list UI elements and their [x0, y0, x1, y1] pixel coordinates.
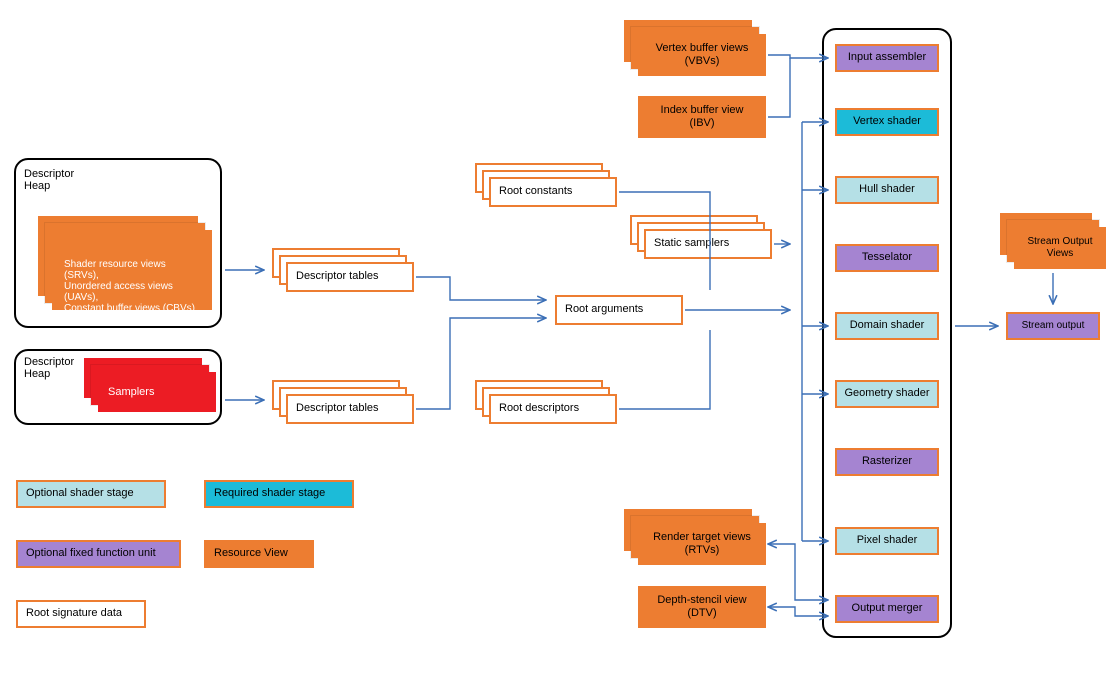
descriptor-heap-2-title: Descriptor Heap [24, 356, 74, 380]
legend-label: Resource View [214, 547, 288, 560]
sov-label: Stream Output Views [1027, 236, 1092, 260]
descriptor-heap-1-title: Descriptor Heap [24, 168, 74, 192]
stream-output-label: Stream output [1022, 320, 1085, 332]
root-constants: Root constants [475, 163, 620, 213]
stream-output-node: Stream output [1006, 312, 1100, 340]
stage-label: Pixel shader [857, 534, 918, 547]
stage-geometry-shader: Geometry shader [835, 380, 939, 408]
legend-label: Required shader stage [214, 487, 325, 500]
legend-req-shader: Required shader stage [204, 480, 354, 508]
root-descriptors-label: Root descriptors [499, 402, 579, 415]
stage-label: Geometry shader [845, 387, 930, 400]
stage-label: Domain shader [850, 319, 925, 332]
descriptor-tables-1-label: Descriptor tables [296, 270, 379, 283]
srv-uav-cbv-stack: Shader resource views (SRVs), Unordered … [38, 216, 213, 314]
root-arguments: Root arguments [555, 295, 683, 325]
stage-label: Input assembler [848, 51, 926, 64]
stage-pixel-shader: Pixel shader [835, 527, 939, 555]
descriptor-tables-2-label: Descriptor tables [296, 402, 379, 415]
legend-resource: Resource View [204, 540, 314, 568]
root-constants-label: Root constants [499, 185, 572, 198]
srv-uav-cbv-label: Shader resource views (SRVs), Unordered … [64, 259, 195, 314]
root-arguments-label: Root arguments [565, 303, 643, 316]
root-descriptors: Root descriptors [475, 380, 620, 430]
static-samplers-label: Static samplers [654, 237, 729, 250]
stage-label: Rasterizer [862, 455, 912, 468]
stage-vertex-shader: Vertex shader [835, 108, 939, 136]
stage-input-assembler: Input assembler [835, 44, 939, 72]
legend-root-sig: Root signature data [16, 600, 146, 628]
vbv-label: Vertex buffer views (VBVs) [656, 42, 749, 68]
legend-label: Root signature data [26, 607, 122, 620]
dsv-node: Depth-stencil view (DTV) [638, 586, 766, 628]
stage-tesselator: Tesselator [835, 244, 939, 272]
sov-stack: Stream Output Views [1000, 213, 1110, 273]
ibv-label: Index buffer view (IBV) [661, 104, 744, 130]
stage-label: Output merger [852, 602, 923, 615]
samplers-label: Samplers [108, 386, 154, 398]
legend-opt-shader: Optional shader stage [16, 480, 166, 508]
stage-hull-shader: Hull shader [835, 176, 939, 204]
ibv-node: Index buffer view (IBV) [638, 96, 766, 138]
samplers-stack: Samplers [84, 358, 219, 416]
rtv-label: Render target views (RTVs) [653, 531, 751, 557]
stage-label: Vertex shader [853, 115, 921, 128]
stage-output-merger: Output merger [835, 595, 939, 623]
vbv-stack: Vertex buffer views (VBVs) [624, 20, 769, 80]
stage-label: Hull shader [859, 183, 915, 196]
rtv-stack: Render target views (RTVs) [624, 509, 769, 569]
stage-rasterizer: Rasterizer [835, 448, 939, 476]
descriptor-tables-1: Descriptor tables [272, 248, 417, 298]
stage-label: Tesselator [862, 251, 912, 264]
stage-domain-shader: Domain shader [835, 312, 939, 340]
legend-opt-fixed: Optional fixed function unit [16, 540, 181, 568]
legend-label: Optional fixed function unit [26, 547, 156, 560]
legend-label: Optional shader stage [26, 487, 134, 500]
static-samplers: Static samplers [630, 215, 775, 265]
dsv-label: Depth-stencil view (DTV) [657, 594, 746, 620]
descriptor-tables-2: Descriptor tables [272, 380, 417, 430]
